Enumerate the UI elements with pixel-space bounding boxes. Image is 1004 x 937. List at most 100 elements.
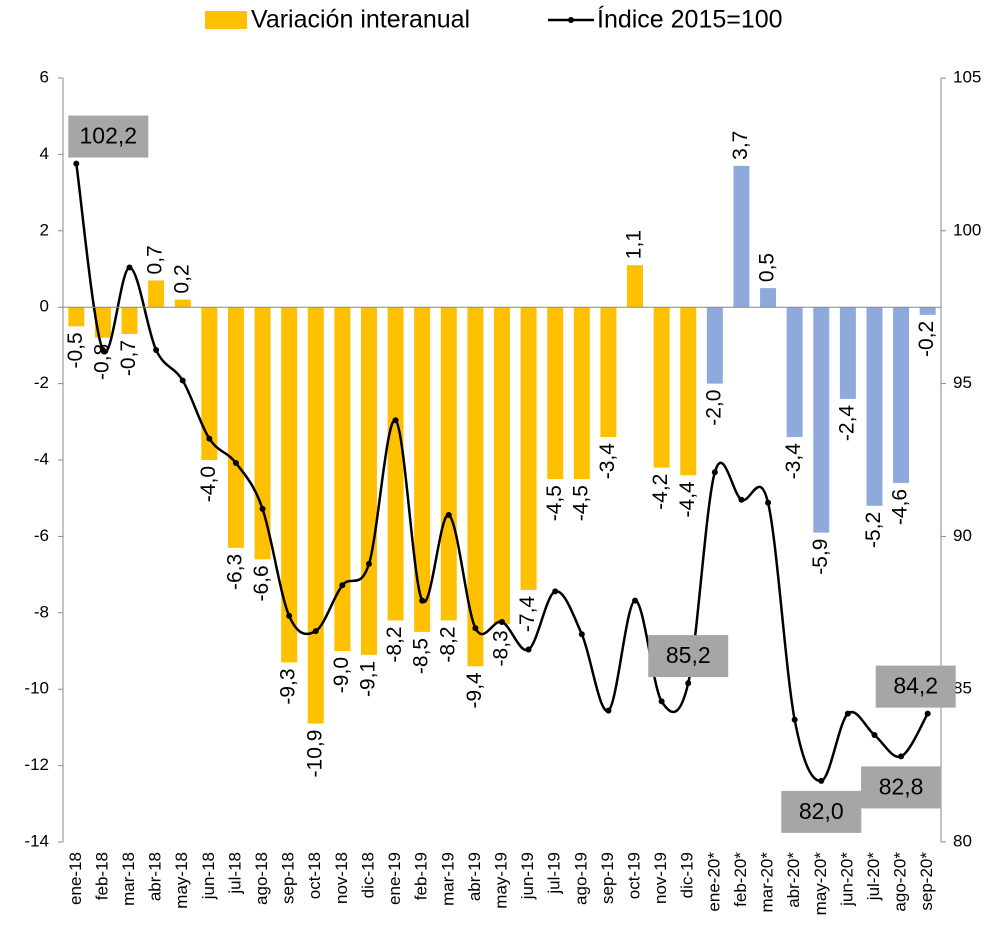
bar xyxy=(148,280,165,308)
line-point xyxy=(844,710,851,717)
bar xyxy=(360,307,377,655)
x-tick-label: oct-18 xyxy=(305,852,324,899)
bar-value-label: -9,3 xyxy=(277,668,300,704)
line-point xyxy=(472,625,479,632)
bar-value-label: -4,6 xyxy=(889,489,912,525)
x-tick-label: sep-20* xyxy=(917,852,936,911)
bar-value-label: -4,5 xyxy=(543,485,566,521)
line-point xyxy=(632,597,639,604)
x-tick-label: ago-18 xyxy=(252,852,271,905)
bar xyxy=(866,307,883,506)
y-tick-label: -2 xyxy=(34,373,49,392)
line-point xyxy=(605,707,612,714)
line-point xyxy=(685,680,692,687)
y-tick-label: 2 xyxy=(40,220,49,239)
x-tick-label: mar-20* xyxy=(758,852,777,913)
line-point xyxy=(365,560,372,567)
bar-value-label: -8,2 xyxy=(436,626,459,662)
x-tick-label: mar-18 xyxy=(119,852,138,906)
x-tick-label: feb-19 xyxy=(412,852,431,900)
line-point xyxy=(286,612,293,619)
x-tick-label: may-18 xyxy=(172,852,191,909)
x-tick-label: jul-18 xyxy=(225,852,244,895)
x-tick-label: jun-20* xyxy=(837,852,856,907)
bar xyxy=(600,307,617,438)
x-tick-label: ene-19 xyxy=(385,852,404,905)
legend-label: Variación interanual xyxy=(251,6,470,34)
line-point xyxy=(525,646,532,653)
bar-value-label: -9,1 xyxy=(357,661,380,697)
bar xyxy=(573,307,590,480)
bar xyxy=(254,307,271,560)
bar-value-label: -4,5 xyxy=(569,485,592,521)
bar-value-label: -2,0 xyxy=(702,390,725,426)
bar-value-label: 3,7 xyxy=(729,131,752,160)
x-tick-label: abr-18 xyxy=(146,852,165,901)
bar xyxy=(813,307,830,533)
bar xyxy=(839,307,856,399)
line-value-label: 85,2 xyxy=(666,642,711,668)
bar xyxy=(201,307,218,460)
bar-value-label: -0,5 xyxy=(64,332,87,368)
bar xyxy=(706,307,723,384)
line-value-label: 102,2 xyxy=(80,123,138,149)
line-point xyxy=(924,710,931,717)
line-point xyxy=(445,512,452,519)
bar-value-label: 0,2 xyxy=(170,264,193,293)
x-tick-label: jun-18 xyxy=(199,852,218,900)
bar-value-label: -4,0 xyxy=(197,466,220,502)
line-value-label: 82,8 xyxy=(879,774,924,800)
x-tick-label: sep-19 xyxy=(598,852,617,904)
bar xyxy=(121,307,138,334)
y2-tick-label: 100 xyxy=(953,220,981,239)
bar xyxy=(627,265,644,308)
x-tick-label: ago-20* xyxy=(891,852,910,912)
bar-value-label: -6,3 xyxy=(223,554,246,590)
line-point xyxy=(552,588,559,595)
line-label-box xyxy=(875,665,956,708)
bar-value-label: -6,6 xyxy=(250,565,273,601)
x-tick-label: dic-19 xyxy=(678,852,697,898)
bar xyxy=(227,307,244,548)
bar xyxy=(919,307,936,315)
x-tick-label: ene-20* xyxy=(704,852,723,912)
bar-value-label: -2,4 xyxy=(835,405,858,442)
line-value-label: 84,2 xyxy=(893,673,938,699)
line-point xyxy=(232,460,239,467)
line-point xyxy=(791,716,798,723)
bar xyxy=(760,288,777,308)
line-point xyxy=(578,631,585,638)
bar-value-label: -10,9 xyxy=(303,730,326,778)
x-tick-label: feb-18 xyxy=(92,852,111,900)
bar-value-label: -3,4 xyxy=(782,443,805,480)
y2-tick-label: 105 xyxy=(953,67,981,86)
bar-value-label: -0,8 xyxy=(90,344,113,380)
line-point xyxy=(312,628,319,635)
line-point xyxy=(126,264,133,271)
bar xyxy=(334,307,351,651)
line-label-box xyxy=(648,635,729,678)
bar-value-label: 0,5 xyxy=(756,253,779,282)
bar xyxy=(307,307,324,724)
x-tick-label: jul-19 xyxy=(545,852,564,895)
line-label-box xyxy=(861,766,942,809)
line-value-label: 82,0 xyxy=(799,798,844,824)
bar xyxy=(733,165,750,308)
x-tick-label: sep-18 xyxy=(279,852,298,904)
line-point xyxy=(99,346,106,353)
y-tick-label: -10 xyxy=(24,679,49,698)
y2-tick-label: 80 xyxy=(953,831,972,850)
bar-value-label: 0,7 xyxy=(144,245,167,274)
line-point xyxy=(206,435,213,442)
line-point xyxy=(658,698,665,705)
y2-tick-label: 95 xyxy=(953,373,972,392)
x-tick-label: nov-19 xyxy=(651,852,670,904)
line-point xyxy=(818,777,825,784)
bar-value-label: -8,2 xyxy=(383,626,406,662)
y2-tick-label: 90 xyxy=(953,526,972,545)
bar-value-label: -5,2 xyxy=(862,512,885,548)
y-tick-label: -12 xyxy=(24,755,49,774)
bar xyxy=(520,307,537,590)
x-tick-label: ago-19 xyxy=(571,852,590,905)
